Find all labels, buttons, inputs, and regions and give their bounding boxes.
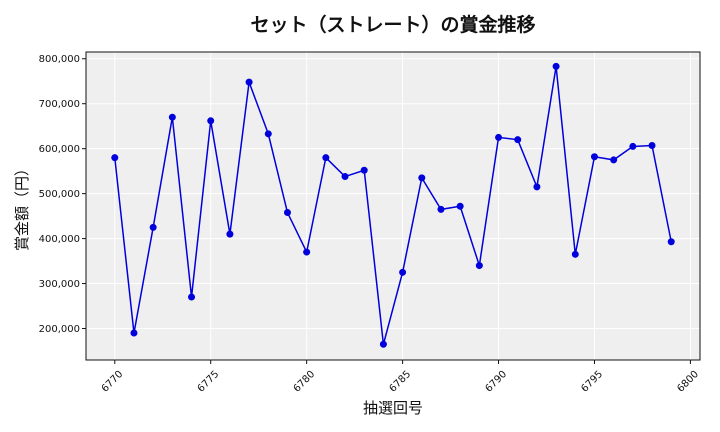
data-point: [379, 340, 387, 348]
data-point: [533, 183, 541, 191]
data-point: [552, 62, 560, 70]
y-tick-label: 800,000: [39, 54, 80, 65]
data-point: [168, 113, 176, 121]
data-point: [590, 153, 598, 161]
x-tick-label: 6775: [196, 369, 222, 395]
x-tick-label: 6785: [387, 369, 413, 395]
data-point: [629, 142, 637, 150]
grid-lines: [86, 52, 700, 360]
data-point: [130, 329, 138, 337]
data-point: [207, 117, 215, 125]
data-point: [149, 223, 157, 231]
data-point: [360, 166, 368, 174]
data-point: [495, 133, 503, 141]
data-point: [264, 130, 272, 138]
data-point: [667, 238, 675, 246]
chart-title: セット（ストレート）の賞金推移: [250, 13, 535, 36]
y-tick-label: 600,000: [39, 144, 80, 155]
y-tick-label: 300,000: [39, 279, 80, 290]
y-axis-label: 賞金額（円）: [13, 161, 31, 251]
data-point: [475, 262, 483, 270]
y-axis: 200,000 300,000 400,000 500,000 600,000 700,0…: [39, 54, 86, 335]
data-point: [610, 156, 618, 164]
data-point: [648, 142, 656, 150]
data-point: [341, 173, 349, 181]
x-tick-label: 6800: [675, 369, 701, 395]
data-point: [437, 205, 445, 213]
data-point: [283, 209, 291, 217]
x-tick-label: 6790: [483, 369, 509, 395]
data-point: [399, 268, 407, 276]
y-tick-label: 500,000: [39, 189, 80, 200]
x-tick-label: 6780: [292, 369, 318, 395]
y-tick-label: 400,000: [39, 234, 80, 245]
data-point: [571, 250, 579, 258]
data-point: [111, 154, 119, 162]
x-tick-label: 6795: [579, 369, 605, 395]
plot-area: [86, 52, 700, 360]
data-point: [456, 202, 464, 210]
data-point: [322, 154, 330, 162]
data-point: [226, 230, 234, 238]
data-point: [303, 248, 311, 256]
data-point: [245, 78, 253, 86]
x-axis-label: 抽選回号: [363, 399, 423, 417]
x-tick-label: 6770: [100, 369, 126, 395]
plot-frame: [85, 51, 701, 361]
series-line: [114, 66, 672, 345]
y-tick-label: 700,000: [39, 99, 80, 110]
data-point: [418, 174, 426, 182]
data-point: [188, 293, 196, 301]
y-tick-label: 200,000: [39, 324, 80, 335]
data-point: [514, 136, 522, 144]
series-group: [111, 62, 675, 348]
